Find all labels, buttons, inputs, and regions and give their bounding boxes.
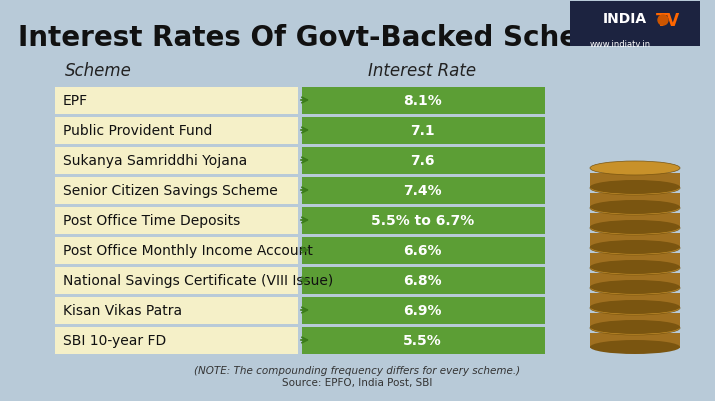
FancyBboxPatch shape xyxy=(55,148,298,174)
Text: (NOTE: The compounding frequency differs for every scheme.): (NOTE: The compounding frequency differs… xyxy=(194,365,520,375)
Ellipse shape xyxy=(590,321,680,335)
FancyBboxPatch shape xyxy=(590,293,680,308)
Ellipse shape xyxy=(590,201,680,215)
FancyBboxPatch shape xyxy=(302,118,545,145)
FancyBboxPatch shape xyxy=(55,327,298,354)
Ellipse shape xyxy=(590,221,680,235)
Ellipse shape xyxy=(590,261,680,275)
FancyBboxPatch shape xyxy=(302,148,545,174)
FancyBboxPatch shape xyxy=(55,88,298,115)
Ellipse shape xyxy=(590,221,680,235)
Text: TV: TV xyxy=(656,12,680,30)
Text: National Savings Certificate (VIII Issue): National Savings Certificate (VIII Issue… xyxy=(63,273,333,287)
Text: 6.6%: 6.6% xyxy=(403,243,442,257)
Text: 7.4%: 7.4% xyxy=(403,184,442,198)
Ellipse shape xyxy=(590,162,680,176)
FancyBboxPatch shape xyxy=(302,237,545,264)
Text: 6.9%: 6.9% xyxy=(403,303,442,317)
Ellipse shape xyxy=(590,281,680,295)
Text: 6.8%: 6.8% xyxy=(403,273,442,287)
FancyBboxPatch shape xyxy=(55,178,298,205)
Text: Post Office Monthly Income Account: Post Office Monthly Income Account xyxy=(63,243,313,257)
Ellipse shape xyxy=(590,260,680,274)
Circle shape xyxy=(658,16,668,26)
FancyBboxPatch shape xyxy=(55,207,298,235)
Text: SBI 10-year FD: SBI 10-year FD xyxy=(63,333,167,347)
Ellipse shape xyxy=(590,300,680,314)
FancyBboxPatch shape xyxy=(590,253,680,268)
Ellipse shape xyxy=(590,301,680,315)
Text: Senior Citizen Savings Scheme: Senior Citizen Savings Scheme xyxy=(63,184,277,198)
Text: Public Provident Fund: Public Provident Fund xyxy=(63,124,212,138)
Ellipse shape xyxy=(590,182,680,196)
FancyBboxPatch shape xyxy=(302,207,545,235)
Ellipse shape xyxy=(590,320,680,334)
FancyBboxPatch shape xyxy=(590,174,680,188)
Ellipse shape xyxy=(590,200,680,215)
Text: Post Office Time Deposits: Post Office Time Deposits xyxy=(63,213,240,227)
Text: 7.1: 7.1 xyxy=(410,124,435,138)
FancyBboxPatch shape xyxy=(590,213,680,229)
FancyBboxPatch shape xyxy=(55,118,298,145)
Text: 8.1%: 8.1% xyxy=(403,94,442,108)
Text: 5.5%: 5.5% xyxy=(403,333,442,347)
Text: 7.6: 7.6 xyxy=(410,154,435,168)
FancyBboxPatch shape xyxy=(590,313,680,328)
Text: EPF: EPF xyxy=(63,94,88,108)
Ellipse shape xyxy=(590,241,680,255)
Ellipse shape xyxy=(590,340,680,354)
Text: 5.5% to 6.7%: 5.5% to 6.7% xyxy=(371,213,474,227)
Ellipse shape xyxy=(590,180,680,194)
FancyBboxPatch shape xyxy=(302,88,545,115)
FancyBboxPatch shape xyxy=(55,237,298,264)
Text: Interest Rate: Interest Rate xyxy=(368,62,477,80)
FancyBboxPatch shape xyxy=(302,297,545,324)
FancyBboxPatch shape xyxy=(590,233,680,248)
Text: Sukanya Samriddhi Yojana: Sukanya Samriddhi Yojana xyxy=(63,154,247,168)
Ellipse shape xyxy=(590,241,680,254)
FancyBboxPatch shape xyxy=(302,178,545,205)
FancyBboxPatch shape xyxy=(570,2,700,47)
Text: www.indiatv.in: www.indiatv.in xyxy=(589,40,651,49)
FancyBboxPatch shape xyxy=(302,327,545,354)
FancyBboxPatch shape xyxy=(590,194,680,209)
Text: Interest Rates Of Govt-Backed Schemes: Interest Rates Of Govt-Backed Schemes xyxy=(18,24,642,52)
FancyBboxPatch shape xyxy=(590,333,680,348)
FancyBboxPatch shape xyxy=(55,297,298,324)
FancyBboxPatch shape xyxy=(302,267,545,294)
FancyBboxPatch shape xyxy=(55,267,298,294)
Text: Source: EPFO, India Post, SBI: Source: EPFO, India Post, SBI xyxy=(282,377,432,387)
Text: Kisan Vikas Patra: Kisan Vikas Patra xyxy=(63,303,182,317)
Ellipse shape xyxy=(590,280,680,294)
FancyBboxPatch shape xyxy=(590,273,680,288)
Text: Scheme: Scheme xyxy=(65,62,132,80)
Text: INDIA: INDIA xyxy=(603,12,647,26)
